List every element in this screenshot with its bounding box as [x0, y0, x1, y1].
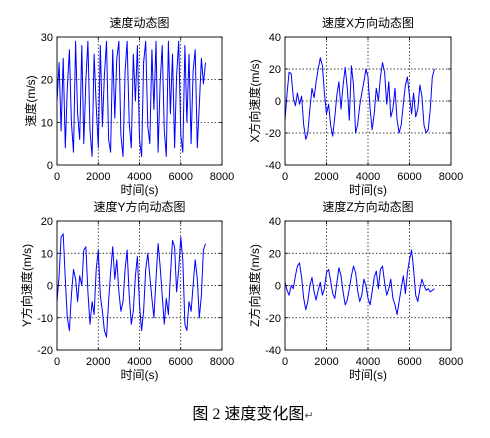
y-axis-label: Y方向速度(m/s) — [19, 244, 34, 327]
y-tick-label: 20 — [41, 75, 53, 87]
chart-title: 速度Y方向动态图 — [93, 199, 185, 214]
y-tick-label: 40 — [269, 32, 281, 44]
x-tick-label: 4000 — [127, 356, 151, 368]
y-axis-label: 速度(m/s) — [23, 75, 38, 126]
x-tick-label: 6000 — [397, 171, 421, 183]
x-tick-label: 8000 — [210, 171, 234, 183]
subplot-z-velocity: 0 2000 4000 6000 8000 -40 -20 0 20 40 速度Z方向动态图时间(s… — [247, 199, 463, 382]
subplot-grid: 0 2000 4000 6000 80000102030速度动态图时间(s)速度(m/s… — [19, 15, 463, 382]
x-tick-label: 2000 — [314, 356, 338, 368]
x-tick-label: 2000 — [314, 171, 338, 183]
x-tick-label: 0 — [54, 356, 60, 368]
x-tick-label: 8000 — [210, 356, 234, 368]
x-axis-label: 时间(s) — [121, 183, 159, 197]
y-tick-label: -10 — [37, 313, 53, 325]
y-tick-label: 0 — [275, 96, 281, 108]
x-axis-label: 时间(s) — [349, 183, 387, 197]
x-tick-label: 0 — [282, 356, 288, 368]
y-tick-label: 10 — [41, 117, 53, 129]
chart-title: 速度动态图 — [109, 15, 169, 30]
y-tick-label: -20 — [265, 128, 281, 140]
x-axis-label: 时间(s) — [349, 368, 387, 382]
subplot-y-velocity: 0 2000 4000 6000 8000 -20 -10 0 10 20 速度Y方向动态图时间(s… — [19, 199, 234, 382]
series-line — [57, 40, 206, 157]
y-tick-label: 0 — [47, 160, 53, 172]
series-line — [285, 249, 435, 315]
x-axis-label: 时间(s) — [121, 368, 159, 382]
y-tick-label: 40 — [269, 216, 281, 228]
chart-title: 速度X方向动态图 — [322, 15, 414, 30]
y-axis-label: X方向速度(m/s) — [247, 59, 262, 142]
x-tick-label: 6000 — [169, 171, 193, 183]
y-tick-label: -40 — [265, 160, 281, 172]
paragraph-mark-icon: ↵ — [304, 409, 313, 422]
caption-text: 图 2 速度变化图 — [192, 405, 304, 423]
subplot-x-velocity: 0 2000 4000 6000 8000 -40 -20 0 20 40 速度X方向动态图时间(s… — [247, 15, 463, 197]
y-tick-label: -40 — [265, 345, 281, 357]
x-tick-label: 0 — [54, 171, 60, 183]
y-tick-label: 30 — [41, 32, 53, 44]
x-tick-label: 8000 — [439, 171, 463, 183]
series-line — [57, 233, 206, 338]
y-tick-label: -20 — [37, 345, 53, 357]
y-tick-label: 20 — [269, 248, 281, 260]
x-tick-label: 4000 — [356, 171, 380, 183]
chart-title: 速度Z方向动态图 — [322, 199, 413, 214]
x-tick-label: 0 — [282, 171, 288, 183]
x-tick-label: 8000 — [439, 356, 463, 368]
figure-caption: 图 2 速度变化图↵ — [192, 405, 313, 423]
x-tick-label: 2000 — [86, 171, 110, 183]
x-tick-label: 6000 — [397, 356, 421, 368]
x-tick-label: 2000 — [86, 356, 110, 368]
x-tick-label: 4000 — [127, 171, 151, 183]
x-tick-label: 4000 — [356, 356, 380, 368]
y-tick-label: 10 — [41, 248, 53, 260]
series-line — [285, 57, 435, 140]
y-tick-label: 20 — [41, 216, 53, 228]
y-tick-label: 20 — [269, 64, 281, 76]
y-tick-label: 0 — [275, 281, 281, 293]
y-tick-label: 0 — [47, 281, 53, 293]
y-tick-label: -20 — [265, 313, 281, 325]
x-tick-label: 6000 — [169, 356, 193, 368]
y-axis-label: Z方向速度(m/s) — [247, 244, 262, 327]
